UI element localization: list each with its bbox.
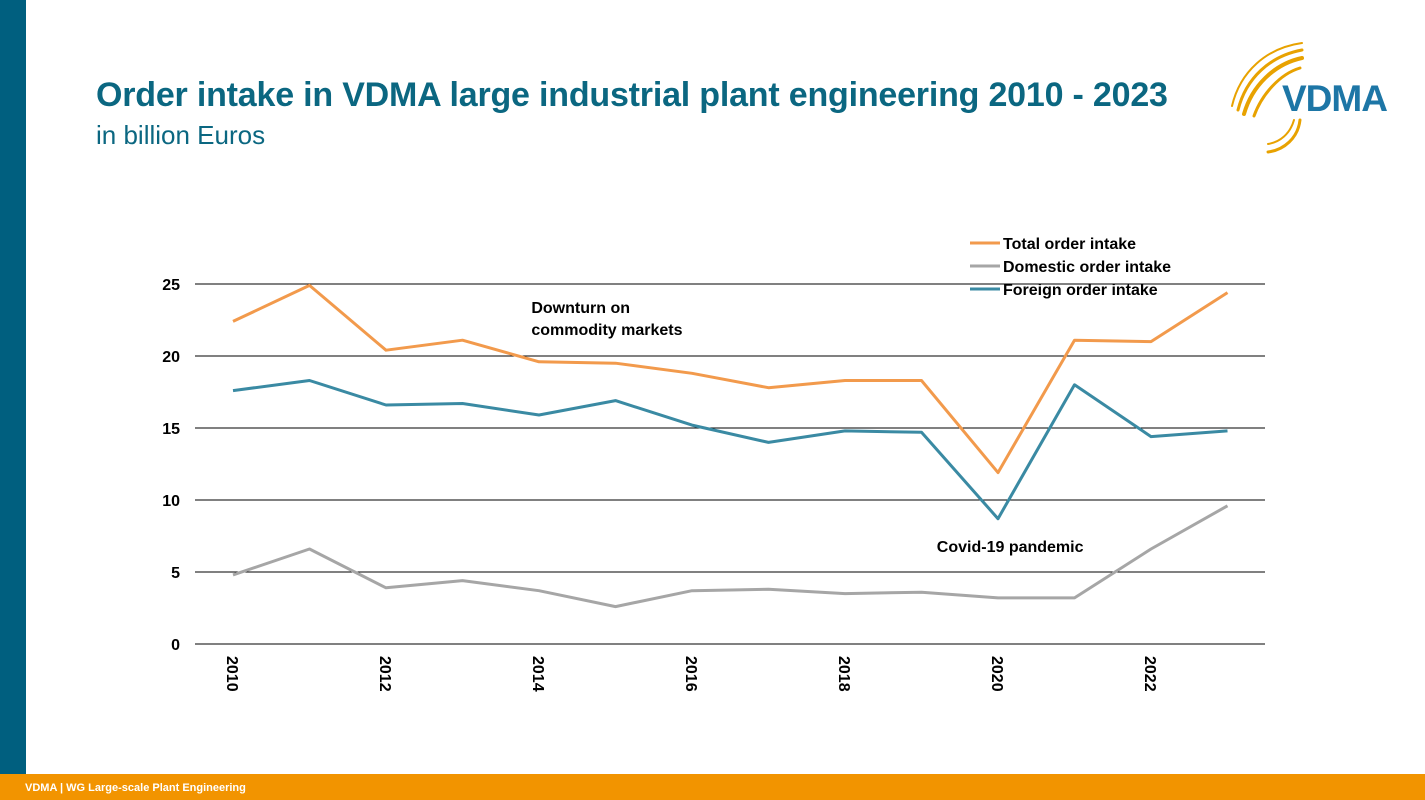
data-point xyxy=(384,586,388,590)
data-point xyxy=(461,338,465,342)
data-point xyxy=(1073,338,1077,342)
y-tick-label: 25 xyxy=(162,277,180,294)
data-point xyxy=(537,360,541,364)
annotation-text: Downturn on xyxy=(531,300,630,317)
vdma-logo-text: VDMA xyxy=(1282,78,1387,119)
data-point xyxy=(1149,547,1153,551)
annotation-text: Covid-19 pandemic xyxy=(937,539,1084,556)
y-tick-label: 20 xyxy=(162,349,180,366)
y-tick-label: 0 xyxy=(171,637,180,654)
x-tick-label: 2012 xyxy=(376,656,393,692)
data-point xyxy=(996,596,1000,600)
y-tick-label: 15 xyxy=(162,421,180,438)
data-point xyxy=(614,605,618,609)
data-point xyxy=(767,386,771,390)
footer-text: VDMA | WG Large-scale Plant Engineering xyxy=(25,782,246,794)
data-point xyxy=(461,579,465,583)
y-tick-label: 10 xyxy=(162,493,180,510)
data-point xyxy=(537,589,541,593)
data-point xyxy=(614,361,618,365)
data-point xyxy=(996,517,1000,521)
data-point xyxy=(690,371,694,375)
x-tick-label: 2014 xyxy=(529,656,546,692)
data-point xyxy=(996,471,1000,475)
vdma-logo: VDMA xyxy=(1231,42,1388,154)
x-tick-label: 2016 xyxy=(682,656,699,692)
data-point xyxy=(308,283,312,287)
data-point xyxy=(231,319,235,323)
data-point xyxy=(384,348,388,352)
data-point xyxy=(537,413,541,417)
vdma-logo-arcs-icon xyxy=(1231,42,1304,154)
data-point xyxy=(1073,383,1077,387)
x-tick-label: 2010 xyxy=(223,656,240,692)
side-accent-bar xyxy=(0,0,26,775)
data-point xyxy=(920,378,924,382)
x-tick-label: 2018 xyxy=(835,656,852,692)
data-point xyxy=(614,399,618,403)
data-point xyxy=(767,440,771,444)
data-point xyxy=(843,429,847,433)
legend-label: Domestic order intake xyxy=(1003,259,1171,276)
series-line-2 xyxy=(232,379,1228,521)
data-point xyxy=(231,573,235,577)
data-point xyxy=(1149,340,1153,344)
y-tick-label: 5 xyxy=(171,565,180,582)
x-tick-label: 2022 xyxy=(1141,656,1158,692)
data-point xyxy=(920,590,924,594)
data-point xyxy=(690,589,694,593)
data-point xyxy=(1226,291,1230,295)
data-point xyxy=(308,547,312,551)
data-point xyxy=(384,403,388,407)
data-point xyxy=(461,402,465,406)
data-point xyxy=(1073,596,1077,600)
data-point xyxy=(767,587,771,591)
x-tick-label: 2020 xyxy=(988,656,1005,692)
footer-bar: VDMA | WG Large-scale Plant Engineering xyxy=(0,774,1425,800)
series-line-0 xyxy=(232,283,1229,475)
line-chart: 0 5 10 15 20 25 2010 2012 2014 2016 2018 2020 2022 To… xyxy=(162,236,1265,692)
data-point xyxy=(690,423,694,427)
page-subtitle: in billion Euros xyxy=(96,120,266,150)
data-point xyxy=(843,592,847,596)
page-title: Order intake in VDMA large industrial pl… xyxy=(96,76,1168,114)
data-point xyxy=(1226,504,1230,508)
data-point xyxy=(1226,429,1230,433)
data-point xyxy=(231,389,235,393)
series-line-1 xyxy=(232,504,1229,609)
data-point xyxy=(920,430,924,434)
data-point xyxy=(1149,435,1153,439)
data-point xyxy=(843,378,847,382)
legend-label: Total order intake xyxy=(1003,236,1136,253)
data-point xyxy=(308,378,312,382)
legend-label: Foreign order intake xyxy=(1003,282,1158,299)
annotation-text: commodity markets xyxy=(531,322,682,339)
